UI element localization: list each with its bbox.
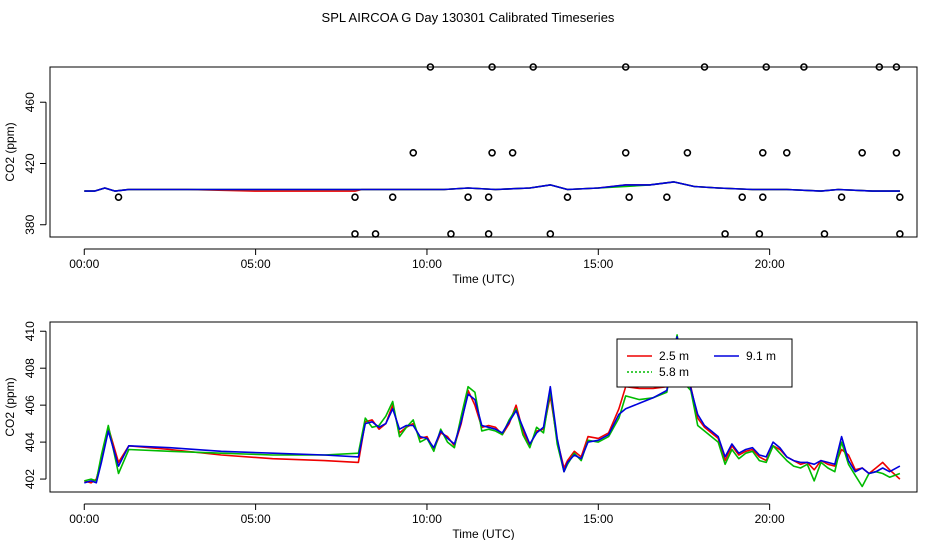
scatter-point [447, 230, 455, 238]
scatter-point [782, 148, 791, 157]
x-tick-label: 00:00 [69, 512, 99, 526]
scatter-point [621, 148, 630, 157]
plot-frame [49, 66, 918, 238]
scatter-point [837, 193, 846, 201]
scatter-point [114, 193, 123, 201]
legend-label-s58: 5.8 m [659, 365, 689, 379]
y-tick-label: 408 [23, 358, 37, 378]
scatter-point [388, 193, 397, 201]
x-tick-label: 00:00 [69, 257, 99, 271]
scatter-point [488, 148, 496, 157]
scatter-point [371, 230, 380, 238]
y-tick-label: 460 [23, 92, 37, 112]
scatter-point [488, 63, 496, 71]
scatter-point [755, 230, 764, 238]
scatter-point [625, 193, 633, 201]
plot-frame [49, 321, 918, 493]
panel-top-co2-scatter: 00:00 05:00 10:00 15:00 20:00 Time (UTC) 380 42… [3, 63, 918, 286]
x-tick-label: 20:00 [755, 257, 785, 271]
x-tick-label: 15:00 [583, 512, 613, 526]
scatter-point [464, 193, 472, 201]
scatter-point [351, 230, 359, 238]
scatter-point [508, 148, 517, 157]
legend-label-s25: 2.5 m [659, 349, 689, 363]
scatter-point [858, 148, 866, 157]
series-line-s91 [84, 335, 901, 484]
y-tick-label: 410 [23, 321, 37, 341]
scatter-point [896, 193, 904, 201]
x-tick-label: 05:00 [241, 512, 271, 526]
scatter-point [738, 193, 747, 201]
y-tick-label: 402 [23, 469, 37, 489]
x-axis-label: Time (UTC) [452, 272, 514, 286]
scatter-point [896, 230, 904, 238]
scatter-point [820, 230, 829, 238]
scatter-point [663, 193, 671, 201]
scatter-point [546, 230, 555, 238]
scatter-point [892, 148, 901, 157]
figure-title: SPL AIRCOA G Day 130301 Calibrated Times… [322, 10, 615, 25]
scatter-point [875, 63, 884, 71]
scatter-point [758, 148, 767, 157]
x-tick-label: 20:00 [755, 512, 785, 526]
x-tick-label: 05:00 [241, 257, 271, 271]
scatter-point [563, 193, 572, 201]
scatter-point [700, 63, 709, 71]
y-axis-label: CO2 (ppm) [3, 377, 17, 436]
scatter-point [409, 148, 418, 157]
x-tick-label: 10:00 [412, 512, 442, 526]
scatter-point [758, 193, 767, 201]
y-tick-label: 404 [23, 432, 37, 452]
scatter-point [484, 230, 493, 238]
x-axis-label: Time (UTC) [452, 527, 514, 540]
y-tick-label: 406 [23, 395, 37, 415]
legend: 2.5 m 5.8 m 9.1 m [616, 338, 793, 388]
y-tick-label: 380 [23, 214, 37, 234]
y-axis-label: CO2 (ppm) [3, 122, 17, 181]
scatter-point [621, 63, 630, 71]
scatter-point [683, 148, 692, 157]
scatter-point [484, 193, 493, 201]
series-line-s91 [84, 181, 900, 192]
scatter-point [800, 63, 808, 71]
x-tick-label: 15:00 [583, 257, 613, 271]
series-line-s25 [84, 339, 901, 484]
scatter-point [529, 63, 537, 71]
panel-bottom-co2-lines: 00:00 05:00 10:00 15:00 20:00 Time (UTC) 402 40… [3, 321, 918, 540]
scatter-point [351, 193, 359, 201]
scatter-point [762, 63, 771, 71]
legend-box [616, 338, 793, 388]
y-tick-label: 420 [23, 153, 37, 173]
scatter-point [892, 63, 901, 71]
legend-label-s91: 9.1 m [746, 349, 776, 363]
scatter-point [426, 63, 435, 71]
x-tick-label: 10:00 [412, 257, 442, 271]
scatter-point [721, 230, 729, 238]
